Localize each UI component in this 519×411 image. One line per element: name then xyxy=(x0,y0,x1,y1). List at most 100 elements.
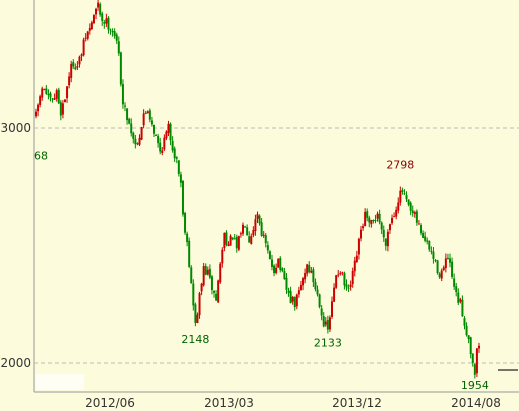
candle-body xyxy=(463,318,466,326)
candle-body xyxy=(436,260,439,274)
candle-body xyxy=(242,224,244,234)
candle-body xyxy=(293,296,296,308)
candle-body xyxy=(84,37,87,39)
candle-body xyxy=(219,263,222,283)
candle-body xyxy=(407,199,410,205)
candle-body xyxy=(467,335,470,340)
candle-body xyxy=(138,137,141,145)
candle-body xyxy=(37,104,40,112)
candle-body xyxy=(115,34,118,41)
candle-body xyxy=(283,271,286,280)
candle-body xyxy=(268,251,271,260)
candle-body xyxy=(299,284,302,291)
candle-body xyxy=(233,238,236,240)
candle-body xyxy=(302,278,305,286)
candle-body xyxy=(171,140,174,151)
candle-body xyxy=(43,88,46,90)
candle-body xyxy=(248,236,251,243)
candle-body xyxy=(376,213,379,219)
candle-body xyxy=(155,134,158,136)
candle-body xyxy=(266,245,269,251)
candle-body xyxy=(459,299,462,302)
candle-body xyxy=(477,345,480,349)
candle-body xyxy=(47,93,50,96)
candle-body xyxy=(333,287,336,302)
candle-body xyxy=(366,211,369,218)
candle-body xyxy=(343,273,346,286)
candle-body xyxy=(395,209,398,217)
candle-body xyxy=(258,215,261,224)
candle-body xyxy=(391,217,394,224)
candle-body xyxy=(186,233,189,243)
candle-body xyxy=(442,267,445,270)
candle-body xyxy=(76,66,79,68)
candle-body xyxy=(144,112,147,114)
candle-body xyxy=(393,216,396,218)
candle-body xyxy=(121,84,124,105)
candle-body xyxy=(281,268,284,271)
candle-body xyxy=(51,98,54,100)
candle-body xyxy=(277,258,280,268)
candle-body xyxy=(355,255,358,263)
candle-body xyxy=(409,202,412,211)
candle-body xyxy=(254,219,257,231)
y-tick-label: 2000 xyxy=(0,356,31,370)
candle-body xyxy=(97,2,100,8)
candle-body xyxy=(388,224,391,231)
candle-body xyxy=(438,273,441,278)
candle-body xyxy=(86,31,89,39)
candle-body xyxy=(124,105,127,107)
candle-body xyxy=(101,13,104,21)
candle-body xyxy=(273,265,276,274)
candle-body xyxy=(103,22,106,24)
candle-body xyxy=(399,190,402,203)
candle-body xyxy=(364,211,367,227)
candle-body xyxy=(192,283,195,306)
candle-body xyxy=(397,202,400,211)
candle-body xyxy=(130,123,133,134)
candle-body xyxy=(428,241,431,250)
candle-body xyxy=(217,280,220,303)
candle-body xyxy=(49,93,52,98)
candle-body xyxy=(417,223,420,225)
candle-body xyxy=(200,283,203,292)
candle-body xyxy=(55,90,58,99)
candle-body xyxy=(446,257,449,260)
candle-body xyxy=(167,123,170,133)
candle-body xyxy=(225,232,228,245)
candle-body xyxy=(72,62,75,67)
candle-body xyxy=(347,287,350,289)
candle-body xyxy=(66,86,69,99)
candle-body xyxy=(140,127,143,140)
candle-body xyxy=(420,225,423,234)
candle-body xyxy=(415,211,418,223)
candle-body xyxy=(231,237,234,240)
candle-body xyxy=(372,220,375,222)
candle-body xyxy=(469,337,472,354)
candle-body xyxy=(260,222,263,236)
candle-body xyxy=(159,142,162,152)
candle-body xyxy=(320,308,323,316)
candle-body xyxy=(252,230,255,236)
candle-body xyxy=(335,275,338,288)
candle-body xyxy=(455,286,458,293)
candle-body xyxy=(206,269,209,275)
candle-body xyxy=(422,232,425,238)
candle-body xyxy=(213,290,216,293)
candle-body xyxy=(310,270,313,273)
candle-body xyxy=(136,143,139,145)
candle-body xyxy=(384,238,387,246)
candle-body xyxy=(326,320,329,330)
candle-body xyxy=(331,301,334,317)
candle-body xyxy=(194,304,197,323)
candle-body xyxy=(221,249,224,264)
candle-body xyxy=(473,364,476,375)
candle-body xyxy=(61,103,64,115)
candle-body xyxy=(444,258,447,268)
candle-body xyxy=(297,290,300,295)
candle-body xyxy=(432,251,435,259)
candle-body xyxy=(413,212,416,215)
candle-body xyxy=(256,214,259,219)
candle-body xyxy=(90,22,93,30)
